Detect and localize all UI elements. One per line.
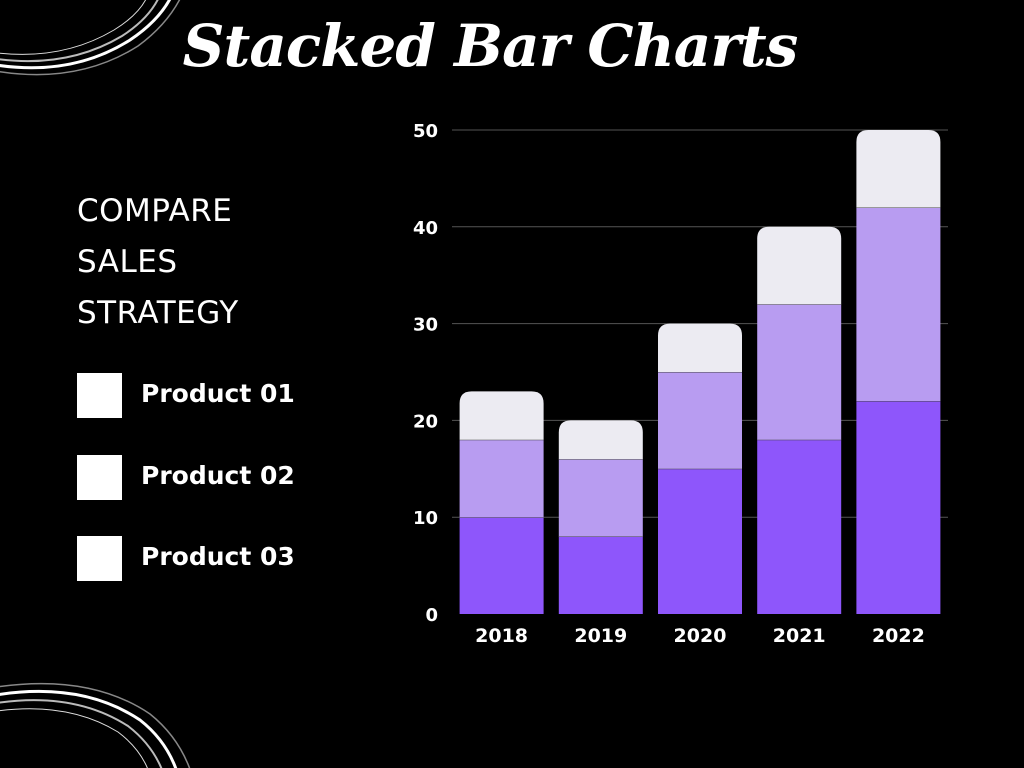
y-tick-label: 50 [413, 121, 438, 142]
bar-segment [459, 391, 544, 440]
legend-label: Product 03 [141, 542, 295, 571]
legend-label: Product 01 [141, 379, 295, 408]
bar-segment [856, 401, 941, 614]
bar-segment [459, 517, 544, 614]
legend-item-product-03: Product 03 [77, 536, 357, 582]
y-tick-label: 0 [425, 605, 438, 626]
subtitle-line-2: SALES [77, 244, 178, 280]
y-tick-label: 30 [413, 315, 438, 336]
subtitle-line-1: COMPARE [77, 193, 233, 229]
legend-swatch [77, 536, 122, 581]
legend-label: Product 02 [141, 461, 295, 490]
bar-segment [757, 226, 842, 305]
bar-segment [757, 439, 842, 614]
bar-segment [658, 372, 742, 469]
bar-segment [558, 536, 643, 614]
decorative-swirl-top [0, 0, 181, 76]
decorative-swirl-bottom [0, 682, 191, 768]
subtitle: COMPARE SALES STRATEGY [77, 186, 377, 339]
bar-segment [459, 439, 544, 518]
bar-segment [658, 468, 742, 614]
x-tick-label: 2021 [773, 625, 826, 647]
bar-segment [856, 207, 941, 402]
y-tick-label: 10 [413, 508, 438, 529]
bar-segment [757, 304, 842, 440]
legend-item-product-01: Product 01 [77, 373, 357, 419]
x-tick-label: 2022 [872, 625, 925, 647]
subtitle-line-3: STRATEGY [77, 295, 239, 331]
y-tick-label: 20 [413, 411, 438, 432]
bar-segment [856, 130, 941, 208]
bar-segment [658, 323, 742, 372]
legend-item-product-02: Product 02 [77, 455, 357, 501]
x-tick-label: 2019 [574, 625, 627, 647]
x-tick-label: 2018 [475, 625, 528, 647]
legend-swatch [77, 373, 122, 418]
bar-segment [558, 420, 643, 460]
bar-segment [558, 459, 643, 537]
page-title: Stacked Bar Charts [182, 12, 799, 80]
legend-swatch [77, 455, 122, 500]
y-tick-label: 40 [413, 218, 438, 239]
x-tick-label: 2020 [674, 625, 727, 647]
